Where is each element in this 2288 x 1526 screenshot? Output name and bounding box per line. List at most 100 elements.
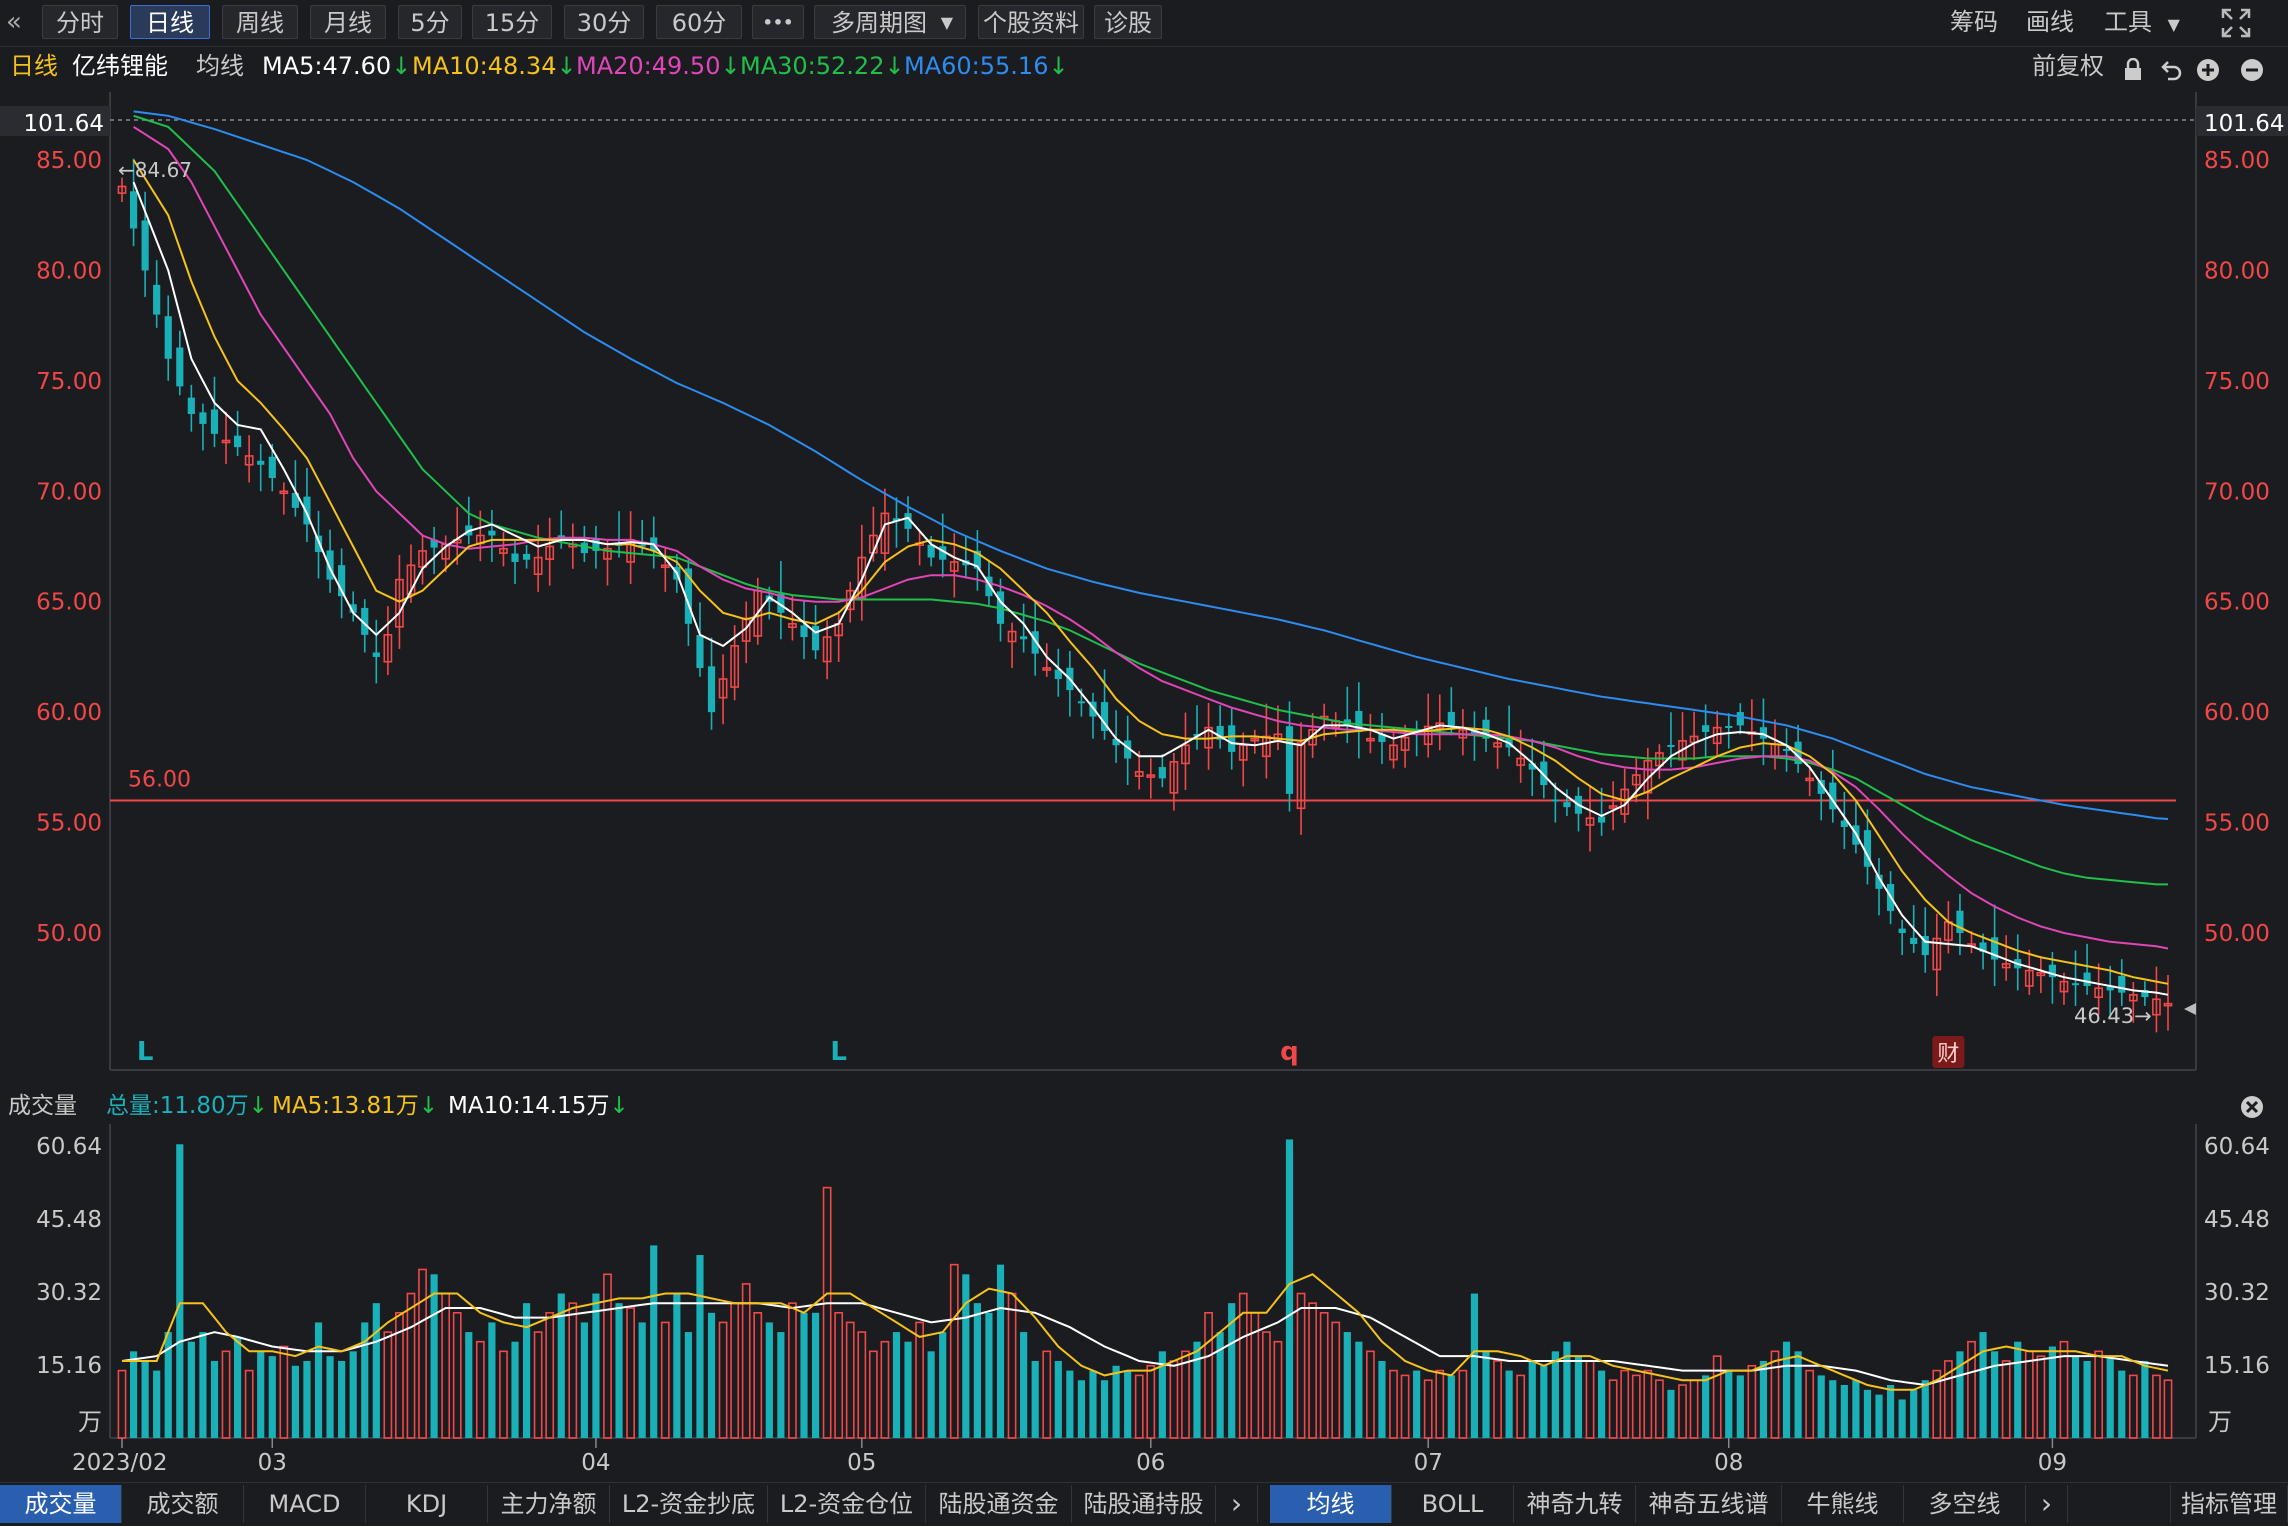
- volume-bar[interactable]: [1817, 1375, 1825, 1438]
- candle[interactable]: [244, 435, 254, 483]
- volume-bar[interactable]: [1747, 1364, 1757, 1439]
- volume-bar[interactable]: [880, 1340, 890, 1439]
- tab-long-short[interactable]: 多空线: [1904, 1485, 2026, 1523]
- candle[interactable]: [176, 330, 184, 396]
- period-60min[interactable]: 60分: [656, 5, 742, 39]
- candle[interactable]: [221, 411, 231, 464]
- volume-bar[interactable]: [199, 1332, 207, 1438]
- candle[interactable]: [326, 529, 334, 593]
- volume-bar[interactable]: [568, 1302, 578, 1439]
- volume-bar[interactable]: [1066, 1370, 1074, 1438]
- volume-bar[interactable]: [141, 1360, 149, 1438]
- volume-bar[interactable]: [1608, 1379, 1618, 1439]
- volume-bar[interactable]: [1678, 1384, 1687, 1439]
- candle[interactable]: [626, 511, 635, 585]
- candle[interactable]: [349, 591, 357, 622]
- volume-bar[interactable]: [2059, 1340, 2069, 1439]
- candle[interactable]: [499, 531, 508, 567]
- volume-bar[interactable]: [673, 1293, 681, 1438]
- candle[interactable]: [1943, 901, 1953, 954]
- volume-bar[interactable]: [395, 1312, 404, 1439]
- candle[interactable]: [1678, 712, 1687, 769]
- candle[interactable]: [1991, 904, 1999, 987]
- candle[interactable]: [1852, 800, 1860, 854]
- candle[interactable]: [1193, 705, 1201, 750]
- candle[interactable]: [592, 525, 600, 569]
- finance-marker[interactable]: 财: [1937, 1042, 1959, 1067]
- undo-icon[interactable]: [2160, 54, 2184, 94]
- more-button[interactable]: •••: [752, 5, 804, 39]
- volume-bar[interactable]: [741, 1283, 751, 1439]
- zoom-in-icon[interactable]: [2196, 54, 2220, 94]
- volume-bar[interactable]: [834, 1312, 844, 1439]
- tab-l2-bottom[interactable]: L2-资金抄底: [610, 1485, 768, 1523]
- volume-bar[interactable]: [1193, 1341, 1201, 1438]
- period-zhouxian[interactable]: 周线: [222, 5, 298, 39]
- volume-bar[interactable]: [985, 1312, 993, 1438]
- volume-bar[interactable]: [707, 1312, 716, 1438]
- volume-bar[interactable]: [1331, 1321, 1341, 1439]
- tab-kdj[interactable]: KDJ: [366, 1485, 488, 1523]
- volume-bar[interactable]: [1712, 1355, 1722, 1439]
- candle[interactable]: [1146, 758, 1156, 799]
- candle[interactable]: [1054, 648, 1062, 697]
- candle[interactable]: [1134, 751, 1144, 790]
- volume-bar[interactable]: [1366, 1350, 1375, 1439]
- volume-bar[interactable]: [1343, 1332, 1351, 1438]
- candle[interactable]: [1505, 705, 1513, 757]
- volume-bar[interactable]: [383, 1331, 393, 1439]
- volume-bar[interactable]: [1852, 1380, 1860, 1438]
- volume-bar[interactable]: [1413, 1370, 1421, 1438]
- volume-bar[interactable]: [1643, 1369, 1653, 1439]
- volume-bar[interactable]: [1655, 1379, 1664, 1439]
- candle[interactable]: [511, 540, 519, 585]
- volume-bar[interactable]: [1979, 1332, 1987, 1438]
- volume-bar[interactable]: [257, 1351, 265, 1438]
- volume-bar[interactable]: [2001, 1360, 2011, 1439]
- volume-bar[interactable]: [1943, 1360, 1953, 1439]
- candle[interactable]: [1782, 728, 1791, 772]
- fullscreen-icon[interactable]: [2220, 5, 2256, 39]
- volume-bar[interactable]: [1829, 1380, 1837, 1438]
- tab-l2-position[interactable]: L2-资金仓位: [768, 1485, 926, 1523]
- candle[interactable]: [1181, 712, 1190, 790]
- volume-bar[interactable]: [1228, 1303, 1236, 1438]
- candle[interactable]: [257, 443, 265, 492]
- volume-bar[interactable]: [949, 1263, 959, 1439]
- candle[interactable]: [2036, 955, 2046, 994]
- candle[interactable]: [1238, 732, 1248, 787]
- volume-bar[interactable]: [1551, 1351, 1559, 1438]
- tab-magic-five[interactable]: 神奇五线谱: [1636, 1485, 1782, 1523]
- tab-macd[interactable]: MACD: [244, 1485, 366, 1523]
- candle[interactable]: [2071, 950, 2080, 1006]
- tab-boll[interactable]: BOLL: [1392, 1485, 1514, 1523]
- volume-bar[interactable]: [1991, 1351, 1999, 1438]
- candle[interactable]: [777, 560, 785, 640]
- volume-bar[interactable]: [1563, 1341, 1571, 1438]
- volume-bar[interactable]: [1770, 1350, 1780, 1439]
- candle[interactable]: [1285, 701, 1294, 812]
- volume-bar[interactable]: [221, 1350, 231, 1439]
- volume-bar[interactable]: [1285, 1139, 1294, 1438]
- chevron-right-icon[interactable]: ›: [2026, 1485, 2068, 1523]
- volume-bar[interactable]: [533, 1331, 543, 1439]
- volume-bar[interactable]: [1100, 1380, 1109, 1438]
- volume-bar[interactable]: [1146, 1364, 1156, 1439]
- candle[interactable]: [2152, 966, 2161, 1033]
- candle[interactable]: [2106, 965, 2114, 1017]
- candle[interactable]: [1574, 787, 1583, 832]
- volume-bar[interactable]: [2048, 1346, 2056, 1438]
- tab-ma[interactable]: 均线: [1270, 1485, 1392, 1523]
- candle[interactable]: [1007, 622, 1017, 668]
- volume-bar[interactable]: [499, 1350, 508, 1439]
- candle[interactable]: [1389, 728, 1398, 769]
- volume-bar[interactable]: [164, 1332, 172, 1438]
- candle[interactable]: [1273, 705, 1283, 751]
- volume-bar[interactable]: [580, 1322, 588, 1438]
- volume-bar[interactable]: [1805, 1369, 1815, 1439]
- volume-bar[interactable]: [406, 1292, 416, 1439]
- candle[interactable]: [1725, 713, 1733, 749]
- volume-bar[interactable]: [915, 1321, 924, 1439]
- volume-bar[interactable]: [730, 1302, 740, 1439]
- candle[interactable]: [1875, 857, 1883, 916]
